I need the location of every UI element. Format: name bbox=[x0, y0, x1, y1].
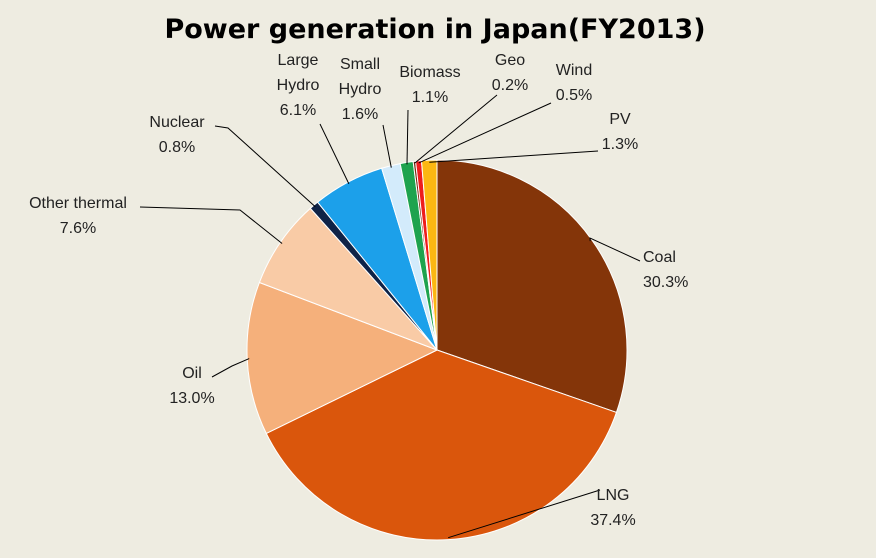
slice-percent-geo: 0.2% bbox=[492, 77, 528, 94]
pie-slice-oil bbox=[246, 281, 439, 435]
leader-lines bbox=[139, 94, 641, 539]
slice-label-small-hydro: Hydro bbox=[339, 81, 382, 98]
slice-percent-oil: 13.0% bbox=[169, 390, 214, 407]
leader-line-lng bbox=[448, 489, 601, 539]
slice-label-other-thermal: Other thermal bbox=[29, 195, 127, 212]
leader-line-biomass bbox=[406, 109, 409, 165]
slice-label-biomass: Biomass bbox=[399, 64, 460, 81]
leader-line-coal bbox=[589, 237, 641, 262]
slice-label-wind: Wind bbox=[556, 62, 592, 79]
slice-percent-small-hydro: 1.6% bbox=[342, 106, 378, 123]
leader-line-oil bbox=[211, 358, 250, 378]
pie-slice-pv bbox=[420, 159, 438, 351]
slice-label-coal: Coal bbox=[643, 249, 676, 266]
slice-percent-nuclear: 0.8% bbox=[159, 139, 195, 156]
pie-slice-coal bbox=[436, 159, 628, 414]
leader-line-pv bbox=[429, 150, 599, 163]
slice-label-large-hydro: Hydro bbox=[277, 77, 320, 94]
slice-label-geo: Geo bbox=[495, 52, 525, 69]
slice-label-nuclear: Nuclear bbox=[149, 114, 205, 131]
slice-label-lng: LNG bbox=[597, 487, 630, 504]
slice-label-pv: PV bbox=[609, 111, 631, 128]
leader-line-geo bbox=[414, 94, 498, 164]
slice-label-large-hydro: Large bbox=[278, 52, 319, 69]
slice-percent-coal: 30.3% bbox=[643, 274, 688, 291]
slice-percent-biomass: 1.1% bbox=[412, 89, 448, 106]
slice-label-small-hydro: Small bbox=[340, 56, 380, 73]
slice-percent-large-hydro: 6.1% bbox=[280, 102, 316, 119]
leader-line-nuclear bbox=[214, 125, 316, 208]
leader-line-small-hydro bbox=[382, 124, 392, 168]
slice-labels: Coal 30.3% LNG 37.4% Oil 13.0% Other thermal 7.… bbox=[29, 52, 688, 529]
chart-title: Power generation in Japan(FY2013) bbox=[164, 14, 705, 45]
leader-line-other-thermal bbox=[139, 206, 283, 244]
leader-line-wind bbox=[418, 102, 552, 164]
pie-slices bbox=[246, 159, 628, 541]
slice-percent-lng: 37.4% bbox=[590, 512, 635, 529]
slice-percent-pv: 1.3% bbox=[602, 136, 638, 153]
pie-slice-lng bbox=[265, 349, 618, 541]
slice-percent-wind: 0.5% bbox=[556, 87, 592, 104]
slice-label-oil: Oil bbox=[182, 365, 202, 382]
slice-percent-other-thermal: 7.6% bbox=[60, 220, 96, 237]
leader-line-large-hydro bbox=[319, 123, 350, 185]
